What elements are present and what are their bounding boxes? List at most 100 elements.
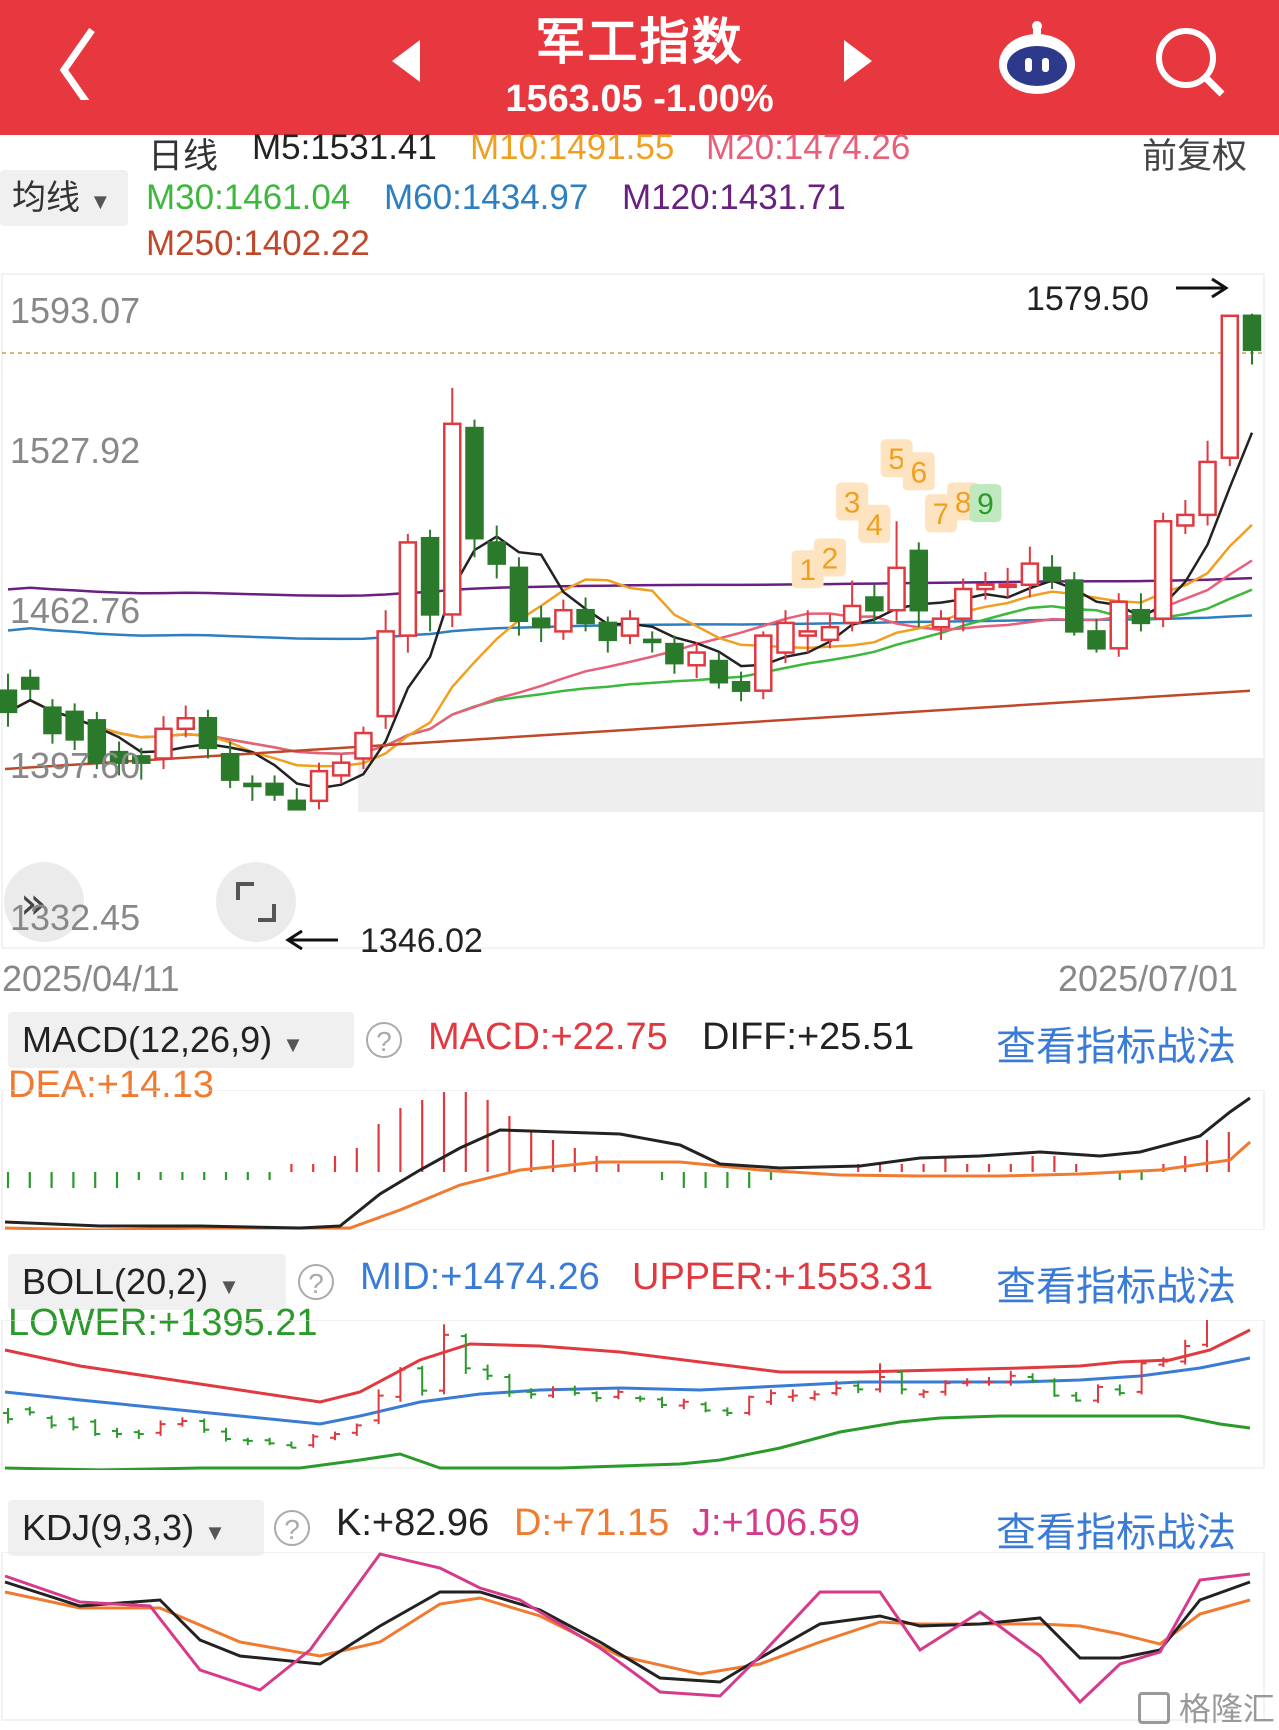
candle bbox=[398, 533, 418, 653]
adjust-toggle[interactable]: 前复权 bbox=[1142, 137, 1248, 176]
candle bbox=[842, 580, 862, 632]
prev-index-button[interactable] bbox=[388, 38, 428, 88]
boll-help-icon[interactable]: ? bbox=[298, 1264, 334, 1300]
ma-selector-label: 均线 bbox=[12, 179, 80, 217]
index-change: -1.00% bbox=[653, 78, 774, 120]
watermark-logo-icon bbox=[1138, 1692, 1170, 1724]
kdj-selector-label: KDJ(9,3,3) bbox=[22, 1507, 195, 1548]
boll-price-tick bbox=[1136, 1360, 1147, 1395]
td-signal-9: 9 bbox=[969, 484, 1002, 523]
boll-price-tick bbox=[112, 1427, 122, 1438]
assistant-robot-button[interactable] bbox=[995, 18, 1080, 98]
candle bbox=[1242, 313, 1262, 365]
candle bbox=[287, 788, 307, 811]
next-index-button[interactable] bbox=[838, 38, 878, 88]
candle bbox=[1176, 500, 1195, 534]
price-axis-label-2: 1462.76 bbox=[10, 590, 141, 631]
candle bbox=[243, 775, 262, 801]
candle bbox=[687, 641, 706, 678]
boll-price-tick bbox=[569, 1385, 580, 1396]
candle bbox=[176, 705, 195, 738]
candle bbox=[87, 711, 107, 770]
price-axis-label-0: 1593.07 bbox=[10, 290, 141, 331]
boll-price-tick bbox=[504, 1373, 515, 1397]
candle bbox=[665, 635, 684, 674]
macd-help-icon[interactable]: ? bbox=[366, 1022, 402, 1058]
candle bbox=[931, 610, 951, 640]
candle bbox=[354, 726, 373, 770]
boll-price-ticks bbox=[3, 1320, 1208, 1449]
kdj-d-line bbox=[4, 1590, 1251, 1676]
candle bbox=[1220, 314, 1240, 467]
boll-price-tick bbox=[787, 1389, 798, 1402]
candle bbox=[1020, 546, 1040, 598]
expand-sidebar-button[interactable]: » bbox=[4, 862, 84, 942]
boll-price-tick bbox=[199, 1418, 210, 1433]
macd-strategy-link[interactable]: 查看指标战法 bbox=[996, 1025, 1236, 1069]
svg-text:3: 3 bbox=[844, 487, 861, 520]
kdj-help-icon[interactable]: ? bbox=[274, 1510, 310, 1546]
triangle-right-icon bbox=[844, 40, 872, 82]
fullscreen-icon bbox=[236, 882, 276, 922]
candle bbox=[1065, 572, 1084, 636]
ma30-value: M30:1461.04 bbox=[146, 178, 351, 217]
boll-price-tick bbox=[242, 1437, 253, 1446]
candle bbox=[154, 716, 173, 770]
boll-selector[interactable]: BOLL(20,2) ▼ bbox=[8, 1254, 286, 1310]
price-axis-label-1: 1527.92 bbox=[10, 430, 141, 471]
boll-price-tick bbox=[46, 1415, 57, 1429]
candle bbox=[198, 709, 218, 759]
boll-price-tick bbox=[373, 1389, 384, 1425]
candle bbox=[109, 741, 129, 776]
candle bbox=[865, 584, 884, 623]
boll-price-tick bbox=[286, 1441, 297, 1449]
kdj-strategy-link[interactable]: 查看指标战法 bbox=[996, 1511, 1236, 1555]
kdj-chart bbox=[1, 1552, 1265, 1721]
fullscreen-button[interactable] bbox=[216, 862, 296, 942]
candle bbox=[331, 754, 351, 784]
ma20-value: M20:1474.26 bbox=[706, 128, 911, 167]
td-signal-6: 6 bbox=[902, 452, 935, 491]
boll-price-tick bbox=[657, 1396, 667, 1408]
boll-selector-label: BOLL(20,2) bbox=[22, 1261, 209, 1302]
boll-price-tick bbox=[700, 1401, 711, 1413]
boll-price-tick bbox=[395, 1367, 406, 1402]
svg-text:7: 7 bbox=[933, 498, 950, 531]
macd-selector[interactable]: MACD(12,26,9) ▼ bbox=[8, 1012, 354, 1068]
back-button[interactable] bbox=[50, 20, 120, 100]
boll-price-tick bbox=[766, 1389, 776, 1405]
boll-mid-line bbox=[4, 1356, 1251, 1426]
candle bbox=[642, 631, 662, 653]
boll-price-tick bbox=[635, 1395, 646, 1402]
candle bbox=[1198, 440, 1217, 526]
boll-price-tick bbox=[1005, 1370, 1016, 1386]
boll-price-tick bbox=[264, 1437, 275, 1446]
boll-price-tick bbox=[831, 1380, 842, 1396]
macd-value: MACD:+22.75 bbox=[428, 1016, 668, 1058]
kdj-selector[interactable]: KDJ(9,3,3) ▼ bbox=[8, 1500, 264, 1556]
candle bbox=[487, 525, 506, 579]
candle bbox=[220, 741, 240, 789]
app-header: 军工指数 1563.05 -1.00% bbox=[0, 0, 1279, 135]
td-signal-2: 2 bbox=[813, 538, 846, 577]
boll-price-tick bbox=[722, 1407, 733, 1417]
candle bbox=[953, 578, 973, 632]
ma-selector[interactable]: 均线 ▼ bbox=[0, 170, 128, 226]
search-button[interactable] bbox=[1150, 22, 1230, 102]
boll-strategy-link[interactable]: 查看指标战法 bbox=[996, 1265, 1236, 1309]
kdj-k-value: K:+82.96 bbox=[336, 1502, 490, 1544]
candle bbox=[1087, 618, 1106, 653]
boll-lower-value: LOWER:+1395.21 bbox=[8, 1302, 318, 1344]
candle bbox=[0, 673, 18, 727]
svg-text:6: 6 bbox=[910, 456, 927, 489]
ma10-value: M10:1491.55 bbox=[470, 128, 675, 167]
support-zone-band bbox=[358, 758, 1264, 812]
candle bbox=[1153, 512, 1173, 628]
caret-down-icon: ▼ bbox=[218, 1274, 240, 1299]
boll-price-tick bbox=[133, 1429, 144, 1439]
boll-price-tick bbox=[351, 1423, 362, 1436]
boll-border bbox=[1, 1320, 1265, 1469]
boll-upper-value: UPPER:+1553.31 bbox=[632, 1256, 934, 1298]
